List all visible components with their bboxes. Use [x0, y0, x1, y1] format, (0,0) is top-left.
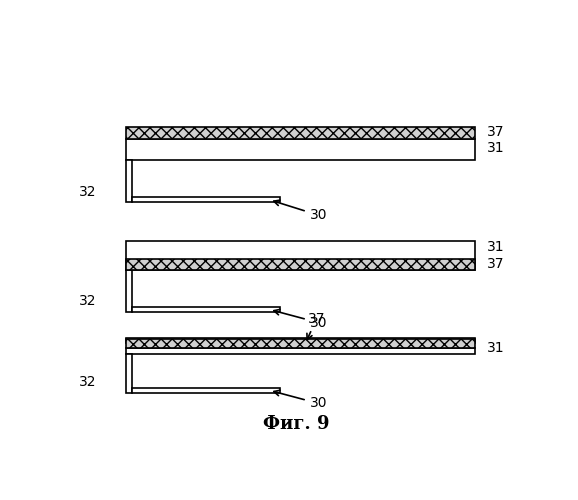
Bar: [126, 241, 476, 270]
Bar: [132, 388, 280, 393]
Text: 32: 32: [79, 184, 97, 198]
Bar: [126, 259, 476, 270]
Text: 30: 30: [274, 310, 327, 330]
Text: 37: 37: [487, 125, 504, 139]
Bar: [126, 160, 132, 202]
Text: 30: 30: [274, 200, 327, 222]
Bar: [126, 338, 476, 343]
Text: 30: 30: [274, 390, 327, 410]
Text: 32: 32: [79, 294, 97, 308]
Bar: [126, 128, 476, 139]
Bar: [126, 270, 132, 312]
Bar: [126, 139, 476, 160]
Text: Фиг. 9: Фиг. 9: [263, 415, 329, 433]
Bar: [126, 348, 476, 354]
Bar: [126, 339, 476, 348]
Text: 32: 32: [79, 375, 97, 389]
Text: 31: 31: [487, 141, 504, 155]
Bar: [132, 307, 280, 312]
Bar: [132, 197, 280, 202]
Text: 37: 37: [307, 312, 325, 340]
Text: 37: 37: [487, 258, 504, 272]
Text: 31: 31: [487, 240, 504, 254]
Bar: [126, 354, 132, 393]
Text: 31: 31: [487, 341, 504, 355]
